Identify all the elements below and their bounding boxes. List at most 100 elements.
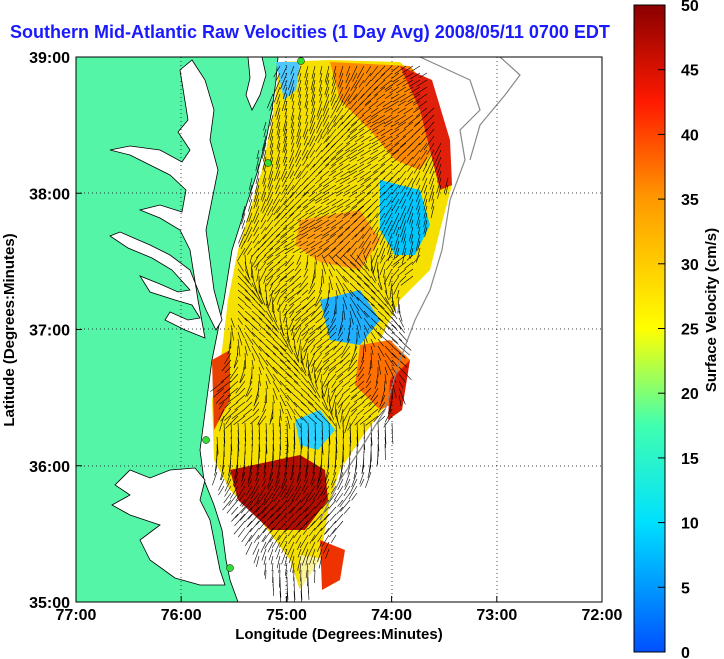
velocity-vector xyxy=(354,135,365,143)
velocity-vector xyxy=(398,331,409,343)
velocity-vector xyxy=(370,282,379,292)
velocity-vector xyxy=(403,121,414,129)
velocity-vector xyxy=(252,205,260,223)
velocity-vector xyxy=(293,387,303,396)
velocity-vector xyxy=(235,506,246,518)
velocity-vector xyxy=(268,177,274,191)
velocity-vector xyxy=(385,86,393,93)
velocity-vector xyxy=(286,408,292,420)
velocity-vector xyxy=(251,303,265,317)
velocity-vector xyxy=(263,149,267,162)
velocity-vector xyxy=(428,170,435,185)
velocity-vector xyxy=(350,128,365,140)
velocity-vector xyxy=(263,485,274,501)
velocity-vector xyxy=(347,121,358,131)
velocity-vector xyxy=(287,499,295,508)
velocity-vector xyxy=(339,65,344,78)
velocity-vector xyxy=(391,338,399,345)
velocity-vector xyxy=(269,527,281,543)
velocity-vector xyxy=(322,107,330,123)
velocity-vector xyxy=(376,100,386,108)
velocity-vector xyxy=(302,156,309,167)
velocity-vector xyxy=(348,352,358,367)
velocity-vector xyxy=(373,254,379,273)
velocity-vector xyxy=(335,387,344,398)
velocity-vector xyxy=(291,233,302,241)
velocity-vector xyxy=(325,72,330,85)
velocity-vector xyxy=(344,471,351,487)
velocity-vector xyxy=(272,352,286,364)
velocity-vector xyxy=(328,436,330,446)
velocity-vector xyxy=(317,317,330,331)
velocity-vector xyxy=(316,478,323,490)
velocity-vector xyxy=(307,331,323,343)
velocity-vector xyxy=(391,331,403,342)
velocity-vector xyxy=(342,275,350,283)
velocity-vector xyxy=(361,135,372,143)
velocity-vector xyxy=(321,436,324,455)
velocity-vector xyxy=(296,464,302,483)
velocity-vector xyxy=(317,464,323,482)
velocity-vector xyxy=(245,219,253,236)
velocity-vector xyxy=(309,324,323,335)
velocity-vector xyxy=(380,128,393,136)
velocity-vector xyxy=(324,345,337,355)
velocity-vector xyxy=(272,359,284,371)
y-tick-label: 36:00 xyxy=(29,459,70,476)
velocity-vector xyxy=(260,198,267,212)
velocity-vector xyxy=(365,177,379,188)
velocity-vector xyxy=(280,163,288,180)
velocity-vector xyxy=(300,415,308,424)
velocity-vector xyxy=(220,373,232,383)
velocity-vector xyxy=(299,226,309,233)
velocity-vector xyxy=(347,324,351,342)
velocity-vector xyxy=(272,317,280,331)
velocity-vector xyxy=(390,135,400,143)
velocity-vector xyxy=(409,86,421,94)
velocity-vector xyxy=(313,226,323,233)
velocity-vector xyxy=(332,170,344,178)
velocity-vector xyxy=(226,499,239,514)
velocity-vector xyxy=(314,219,330,229)
velocity-vector xyxy=(274,219,281,227)
velocity-vector xyxy=(370,352,373,369)
velocity-vector xyxy=(223,436,225,447)
velocity-vector xyxy=(318,79,323,92)
velocity-vector xyxy=(348,163,365,174)
velocity-vector xyxy=(391,296,396,311)
velocity-vector xyxy=(294,261,302,272)
velocity-vector xyxy=(397,100,407,107)
velocity-vector xyxy=(398,177,407,189)
velocity-vector xyxy=(314,429,316,439)
velocity-vector xyxy=(328,415,336,427)
velocity-vector xyxy=(308,282,316,294)
x-tick-label: 77:00 xyxy=(56,607,97,624)
velocity-vector xyxy=(413,93,428,104)
velocity-vector xyxy=(219,415,225,432)
velocity-vector xyxy=(279,401,284,414)
velocity-vector xyxy=(272,436,275,451)
velocity-vector xyxy=(394,135,407,145)
velocity-vector xyxy=(316,541,323,553)
velocity-vector xyxy=(334,457,337,468)
velocity-vector xyxy=(424,107,435,117)
velocity-vector xyxy=(257,527,267,540)
velocity-vector xyxy=(315,149,323,158)
velocity-vector xyxy=(392,156,400,164)
velocity-vector xyxy=(269,464,274,481)
velocity-vector xyxy=(391,191,400,204)
velocity-vector xyxy=(327,366,337,375)
velocity-vector xyxy=(356,156,365,162)
velocity-vector xyxy=(406,184,414,197)
velocity-vector xyxy=(370,107,386,118)
velocity-vector xyxy=(306,541,316,559)
velocity-vector xyxy=(235,457,239,473)
velocity-vector xyxy=(316,121,323,134)
velocity-vector xyxy=(280,513,288,522)
velocity-vector xyxy=(268,261,281,271)
velocity-vector xyxy=(248,212,253,223)
velocity-vector xyxy=(335,177,344,183)
velocity-vector xyxy=(349,429,352,444)
